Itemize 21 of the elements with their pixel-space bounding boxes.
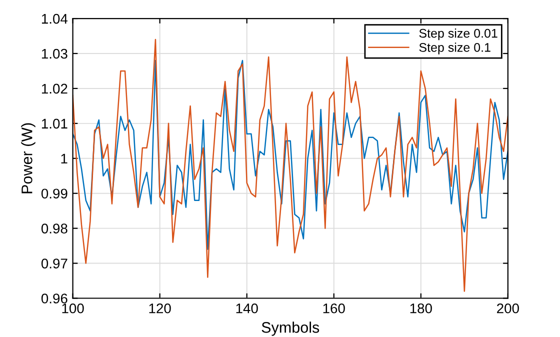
- legend-label: Step size 0.1: [419, 42, 490, 54]
- y-tick-label: 0.99: [41, 188, 68, 199]
- x-tick-label: 180: [410, 303, 432, 314]
- legend-label: Step size 0.01: [419, 28, 498, 40]
- y-tick-label: 1.01: [42, 118, 68, 129]
- line-series: [72, 60, 508, 250]
- x-tick-label: 100: [62, 303, 84, 314]
- y-tick-label: 1: [61, 154, 68, 164]
- x-tick-label: 140: [236, 303, 258, 314]
- y-tick-label: 0.96: [41, 294, 68, 304]
- line-series: [72, 38, 508, 292]
- y-tick-label: 0.98: [41, 224, 68, 234]
- x-tick-label: 120: [149, 303, 171, 314]
- x-axis-title: Symbols: [262, 322, 320, 336]
- y-tick-label: 0.97: [41, 258, 68, 268]
- y-tick-label: 1.03: [42, 48, 68, 59]
- y-tick-label: 1.04: [42, 14, 68, 24]
- x-tick-label: 160: [323, 303, 345, 314]
- x-tick-label: 200: [497, 303, 519, 314]
- y-tick-label: 1.02: [42, 84, 68, 94]
- y-axis-title: Power (W): [21, 123, 36, 194]
